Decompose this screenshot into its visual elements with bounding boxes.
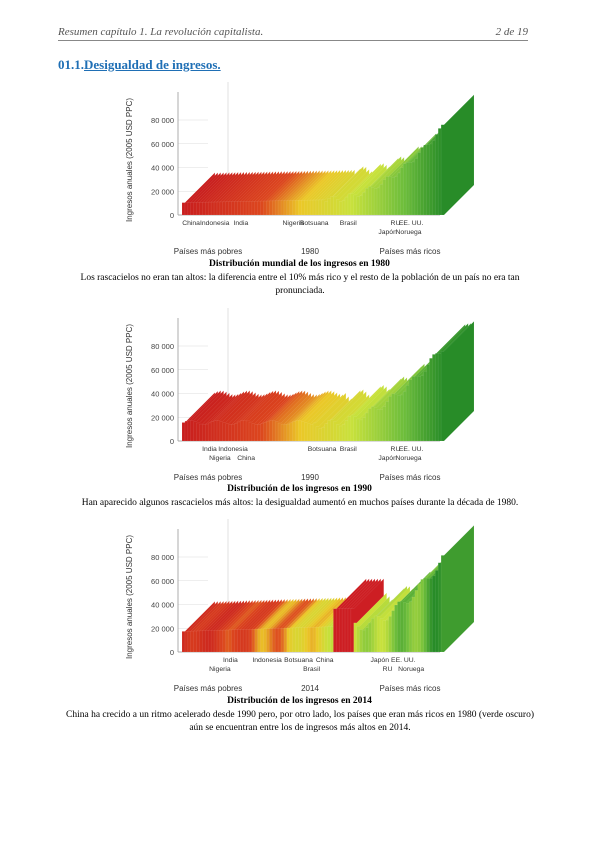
y-axis-label: Ingresos anuales (2005 USD PPC) [125, 324, 134, 448]
page-number: 2 de 19 [495, 26, 528, 38]
year-label: 1990 [301, 473, 319, 482]
income-bar [440, 321, 475, 442]
country-label: Botsuana [308, 446, 337, 453]
x-left-label: Países más pobres [174, 684, 242, 693]
y-tick-label: 60 000 [151, 366, 174, 375]
country-label: Brasil [340, 446, 357, 453]
y-tick-label: 0 [170, 211, 174, 220]
country-label: Brasil [340, 220, 357, 227]
section-heading: 01.1.Desigualdad de ingresos. [58, 57, 221, 73]
country-label: Botsuana [284, 657, 313, 664]
y-tick-label: 20 000 [151, 413, 174, 422]
x-left-label: Países más pobres [174, 247, 242, 256]
y-tick-label: 40 000 [151, 601, 174, 610]
country-label: India [223, 657, 238, 664]
year-label: 1980 [301, 247, 319, 256]
country-label: RU [383, 666, 393, 673]
y-tick-label: 80 000 [151, 342, 174, 351]
country-label: Brasil [303, 666, 320, 673]
header-title: Resumen capítulo 1. La revolución capita… [58, 26, 264, 38]
x-left-label: Países más pobres [174, 473, 242, 482]
country-label: India [234, 220, 249, 227]
country-label: Noruega [396, 455, 422, 462]
country-label: RU [391, 446, 401, 453]
y-tick-label: 20 000 [151, 187, 174, 196]
country-label: Japón [370, 657, 389, 664]
country-label: EE. UU. [399, 446, 424, 453]
y-tick-label: 80 000 [151, 116, 174, 125]
country-label: RU [391, 220, 401, 227]
country-label: EE. UU. [399, 220, 424, 227]
country-label: EE. UU. [391, 657, 416, 664]
income-chart-1990: 80 000 60 000 40 000 20 000 0 Ingresos anuale… [110, 306, 490, 486]
country-label: China [182, 220, 200, 227]
country-label: Indonesia [200, 220, 230, 227]
year-label: 2014 [301, 684, 319, 693]
y-tick-label: 0 [170, 648, 174, 657]
country-label: China [316, 657, 334, 664]
x-right-label: Países más ricos [380, 473, 441, 482]
country-label: Nigeria [209, 455, 231, 462]
page-header: Resumen capítulo 1. La revolución capita… [58, 26, 528, 41]
y-tick-label: 0 [170, 437, 174, 446]
figure-description-1990: Han aparecido algunos rascacielos más al… [81, 498, 519, 508]
country-label: Japón [378, 455, 397, 462]
y-tick-label: 40 000 [151, 390, 174, 399]
x-right-label: Países más ricos [380, 684, 441, 693]
y-tick-label: 60 000 [151, 140, 174, 149]
figure-description-1980: Los rascacielos no eran tan altos: la di… [80, 273, 520, 296]
country-label: Nigeria [283, 220, 305, 227]
y-axis-label: Ingresos anuales (2005 USD PPC) [125, 535, 134, 659]
income-chart-2014: 80 000 60 000 40 000 20 000 0 Ingresos anuale… [110, 517, 490, 697]
y-tick-label: 20 000 [151, 624, 174, 633]
figure-caption-1990: Distribución de los ingresos en 1990 [227, 484, 372, 494]
figure-description-2014: China ha crecido a un ritmo acelerado de… [66, 710, 534, 733]
y-tick-label: 60 000 [151, 577, 174, 586]
country-label: Botsuana [300, 220, 329, 227]
country-label: China [237, 455, 255, 462]
figure-caption-2014: Distribución de los ingresos en 2014 [227, 696, 372, 706]
country-label: Indonesia [218, 446, 248, 453]
country-label: Japón [378, 229, 397, 236]
section-title-link[interactable]: Desigualdad de ingresos. [84, 57, 221, 72]
country-label: Indonesia [252, 657, 282, 664]
y-axis-label: Ingresos anuales (2005 USD PPC) [125, 98, 134, 222]
y-tick-label: 80 000 [151, 553, 174, 562]
x-right-label: Países más ricos [380, 247, 441, 256]
figure-caption-1980: Distribución mundial de los ingresos en … [209, 259, 390, 269]
country-label: Nigeria [209, 666, 231, 673]
country-label: India [202, 446, 217, 453]
section-number: 01.1. [58, 57, 84, 72]
income-bar [440, 524, 475, 653]
country-label: Noruega [398, 666, 424, 673]
income-chart-1980: 80 000 60 000 40 000 20 000 0 Ingresos anuale… [110, 80, 490, 260]
y-tick-label: 40 000 [151, 164, 174, 173]
country-label: Noruega [396, 229, 422, 236]
income-bar [440, 94, 475, 216]
